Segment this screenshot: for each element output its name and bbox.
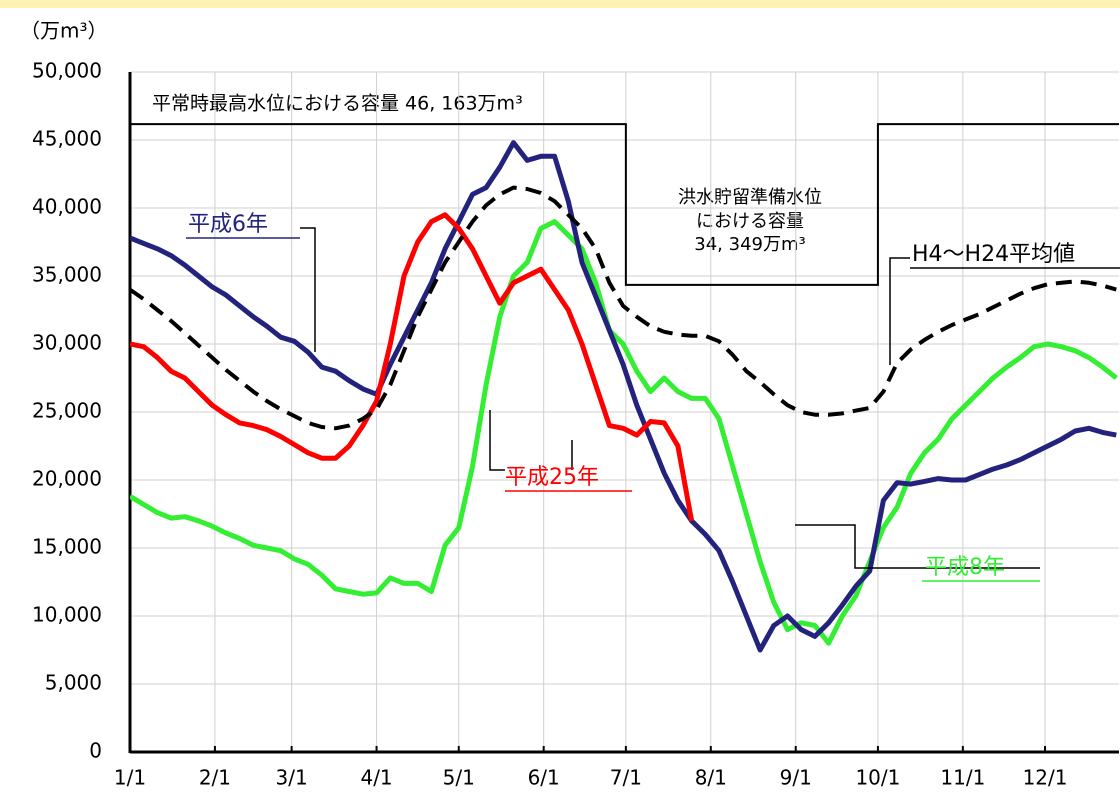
y-tick-label: 25,000 (32, 399, 102, 423)
series-label: H4～H24平均値 (912, 242, 1075, 267)
x-tick-label: 6/1 (528, 766, 560, 790)
capacity-label: 平常時最高水位における容量 46, 163万m³ (152, 93, 523, 115)
y-tick-label: 10,000 (32, 603, 102, 627)
flood-label: における容量 (696, 211, 804, 232)
y-tick-label: 50,000 (32, 59, 102, 83)
leader-line (795, 524, 1040, 569)
x-tick-label: 9/1 (780, 766, 812, 790)
y-tick-label: 30,000 (32, 331, 102, 355)
flood-label: 洪水貯留準備水位 (678, 187, 822, 208)
series-line (130, 212, 695, 522)
plot (130, 123, 1119, 653)
series-line (130, 140, 1117, 653)
series-label: 平成8年 (925, 555, 1005, 580)
y-tick-label: 40,000 (32, 195, 102, 219)
x-tick-label: 1/1 (114, 766, 146, 790)
series-label: 平成25年 (505, 465, 599, 490)
x-tick-label: 7/1 (610, 766, 642, 790)
capacity-line (130, 123, 1119, 286)
x-tick-label: 4/1 (360, 766, 392, 790)
x-tick-label: 12/1 (1023, 766, 1068, 790)
y-tick-label: 45,000 (32, 127, 102, 151)
x-tick-label: 11/1 (940, 766, 985, 790)
y-tick-label: 35,000 (32, 263, 102, 287)
x-tick-label: 3/1 (276, 766, 308, 790)
flood-label: 34, 349万m³ (694, 234, 805, 255)
leader-line (489, 410, 573, 471)
grid (129, 71, 1119, 753)
series-label: 平成6年 (188, 212, 268, 237)
y-tick-label: 5,000 (45, 671, 102, 695)
y-tick-label: 0 (89, 739, 102, 763)
y-tick-label: 20,000 (32, 467, 102, 491)
x-tick-label: 10/1 (855, 766, 900, 790)
x-tick-label: 8/1 (695, 766, 727, 790)
top-band (0, 0, 1120, 8)
y-tick-label: 15,000 (32, 535, 102, 559)
series-line (130, 185, 1117, 431)
leader-line (300, 227, 316, 352)
y-unit: （万m³） (20, 19, 108, 43)
series-line (130, 219, 1118, 646)
leader-line (889, 257, 910, 365)
x-tick-label: 2/1 (199, 766, 231, 790)
x-tick-label: 5/1 (443, 766, 475, 790)
